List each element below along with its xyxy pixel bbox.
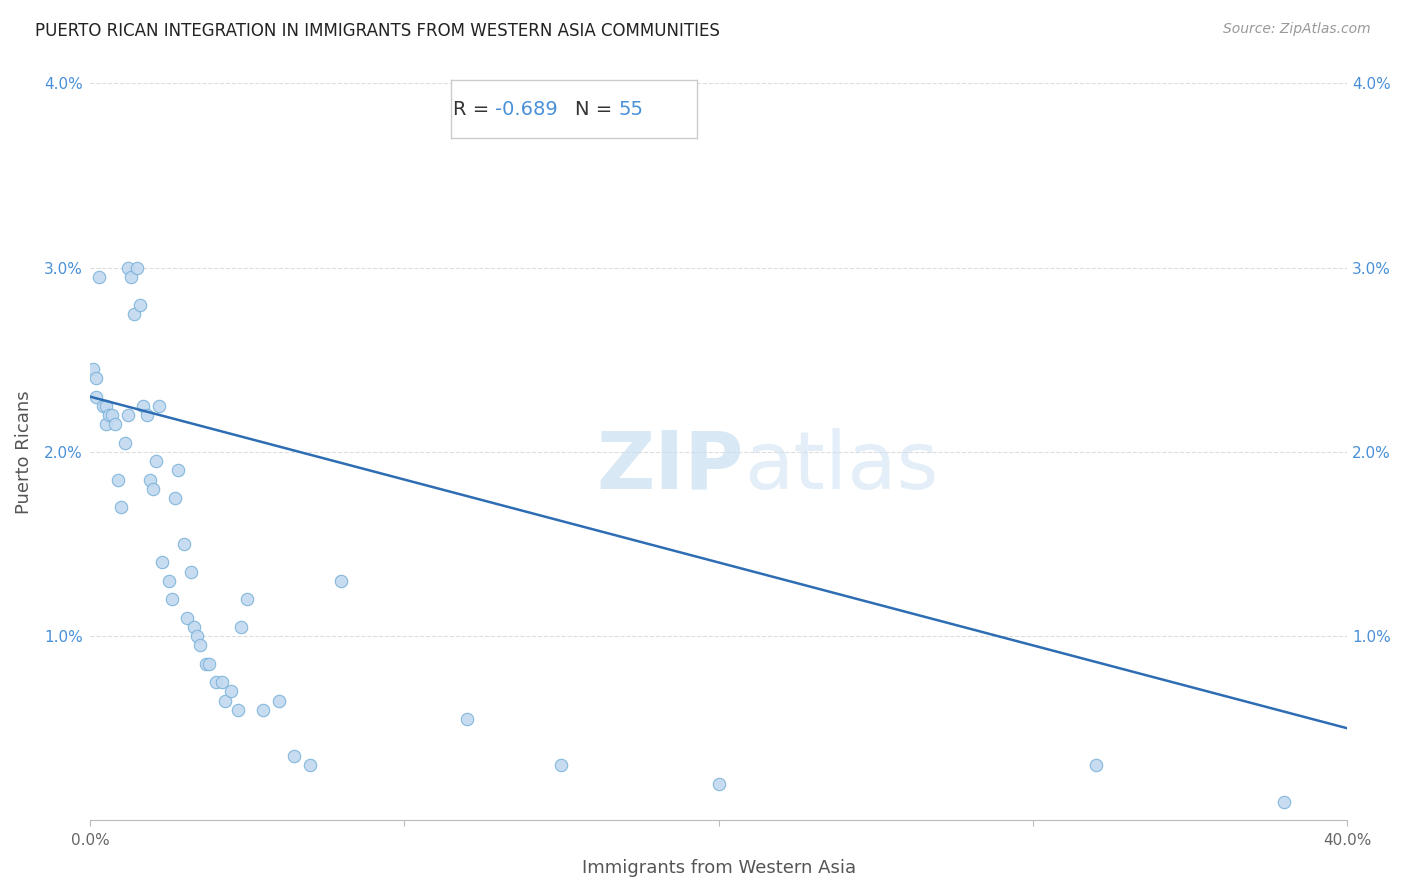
- Point: [91, 399, 114, 413]
- Point: [82, 362, 104, 376]
- Point: [89, 269, 111, 284]
- Point: [117, 260, 139, 275]
- Y-axis label: Puerto Ricans: Puerto Ricans: [15, 390, 32, 514]
- Point: [221, 684, 243, 698]
- Point: [107, 473, 129, 487]
- Text: Source: ZipAtlas.com: Source: ZipAtlas.com: [1223, 22, 1371, 37]
- Point: [456, 712, 478, 726]
- Text: 55: 55: [619, 100, 644, 119]
- Point: [1274, 795, 1296, 809]
- Point: [550, 758, 572, 772]
- Text: PUERTO RICAN INTEGRATION IN IMMIGRANTS FROM WESTERN ASIA COMMUNITIES: PUERTO RICAN INTEGRATION IN IMMIGRANTS F…: [35, 22, 720, 40]
- Point: [267, 693, 290, 707]
- Point: [1084, 758, 1107, 772]
- Point: [183, 620, 205, 634]
- Point: [114, 435, 136, 450]
- Point: [167, 463, 190, 477]
- Point: [298, 758, 321, 772]
- Point: [330, 574, 353, 588]
- Point: [176, 611, 198, 625]
- Point: [94, 399, 117, 413]
- Point: [173, 537, 195, 551]
- Point: [84, 390, 107, 404]
- X-axis label: Immigrants from Western Asia: Immigrants from Western Asia: [582, 859, 856, 877]
- Point: [211, 675, 233, 690]
- Point: [142, 482, 165, 496]
- Point: [707, 776, 730, 790]
- Point: [110, 500, 132, 515]
- Point: [117, 408, 139, 422]
- Point: [122, 307, 145, 321]
- Point: [97, 408, 120, 422]
- Point: [157, 574, 180, 588]
- Text: atlas: atlas: [744, 427, 938, 506]
- Point: [198, 657, 221, 671]
- Point: [135, 408, 157, 422]
- Point: [120, 269, 142, 284]
- Point: [125, 260, 148, 275]
- Point: [226, 703, 249, 717]
- Point: [148, 399, 170, 413]
- Point: [252, 703, 274, 717]
- Point: [94, 417, 117, 432]
- Point: [145, 454, 167, 468]
- Point: [283, 748, 305, 763]
- Point: [214, 693, 236, 707]
- Text: ZIP: ZIP: [596, 427, 744, 506]
- Point: [132, 399, 155, 413]
- Point: [236, 592, 259, 607]
- Point: [160, 592, 183, 607]
- Point: [195, 657, 218, 671]
- Text: R =: R =: [453, 100, 495, 119]
- Point: [163, 491, 186, 505]
- Text: N =: N =: [575, 100, 619, 119]
- Point: [204, 675, 226, 690]
- Point: [104, 417, 127, 432]
- Text: -0.689: -0.689: [495, 100, 558, 119]
- Point: [188, 639, 211, 653]
- Point: [186, 629, 208, 643]
- Point: [129, 297, 152, 311]
- Point: [84, 371, 107, 385]
- Point: [150, 556, 173, 570]
- Point: [229, 620, 252, 634]
- Point: [138, 473, 160, 487]
- Point: [180, 565, 202, 579]
- Point: [101, 408, 124, 422]
